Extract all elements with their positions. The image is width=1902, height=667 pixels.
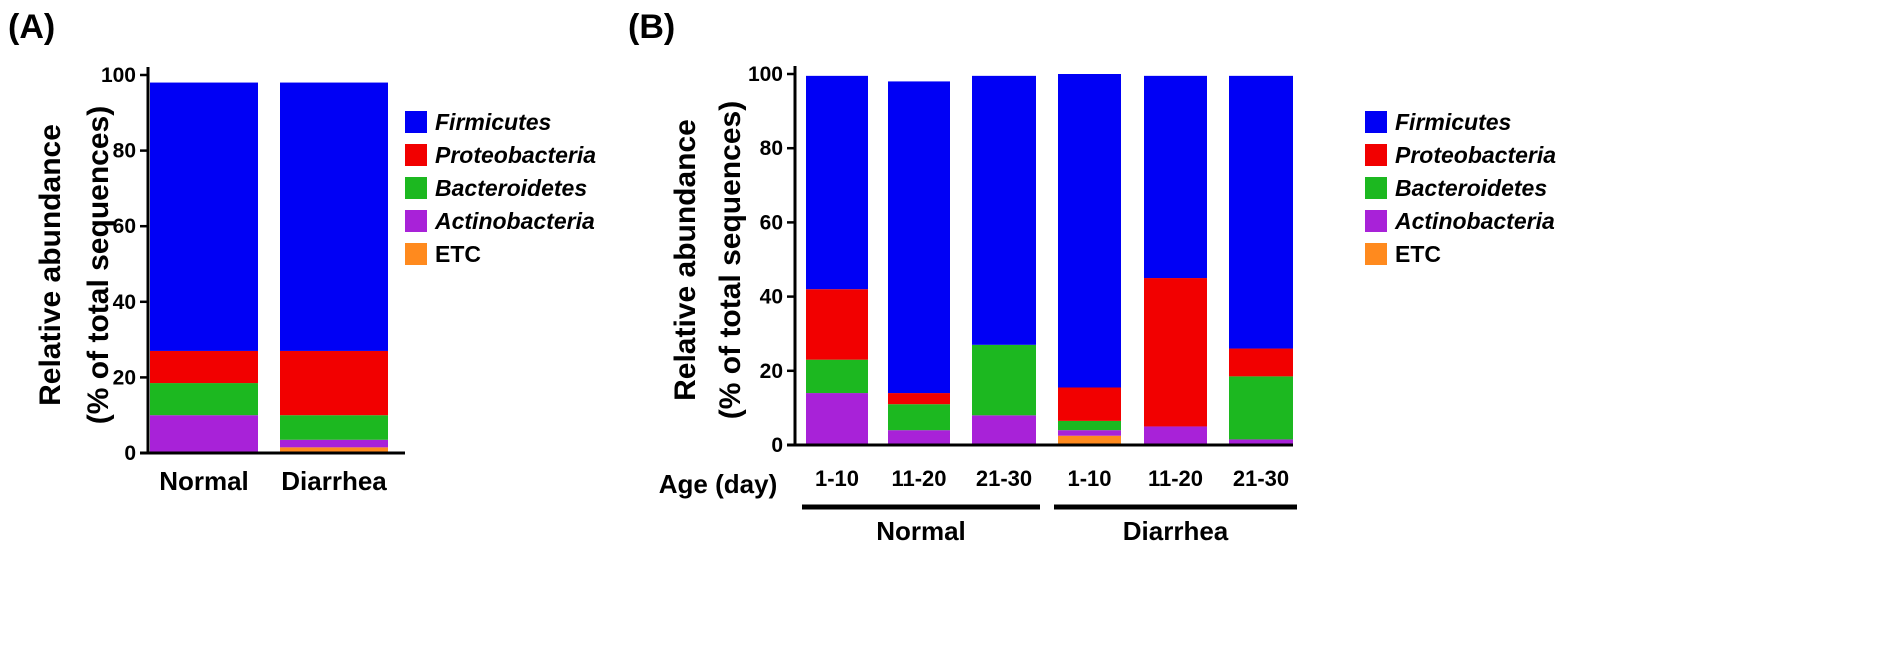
category-label-a-1: Normal [159,466,249,496]
legend-swatch-b-proteobacteria [1365,144,1387,166]
category-label-b-4: 1-10 [1067,466,1111,491]
bar-a-2-etc [280,447,388,453]
y-tick-label-b-20: 20 [760,360,783,383]
category-label-b-6: 21-30 [1233,466,1289,491]
bar-a-1-actinobacteria [150,415,258,453]
legend-swatch-b-etc [1365,243,1387,265]
y-tick-label-b-60: 60 [760,211,783,234]
bar-b-2-proteobacteria [888,393,950,405]
y-axis-title-line1-b: Relative abundance [669,119,702,401]
y-tick-label-a-20: 20 [113,366,136,389]
bar-b-1-bacteroidetes [806,359,868,394]
y-tick-label-b-80: 80 [760,137,783,160]
y-tick-label-a-40: 40 [113,291,136,314]
legend-label-a-actinobacteria: Actinobacteria [434,208,595,234]
y-axis-title-line1-a: Relative abundance [34,124,67,406]
bar-b-1-firmicutes [806,75,868,290]
bar-b-6-bacteroidetes [1229,376,1293,440]
y-tick-label-b-100: 100 [748,63,783,86]
bar-a-2-proteobacteria [280,350,388,416]
y-tick-label-a-80: 80 [113,140,136,163]
panel-label-a: (A) [8,8,55,46]
bar-b-5-firmicutes [1144,75,1207,279]
bar-a-1-firmicutes [150,82,258,351]
bar-b-2-actinobacteria [888,430,950,445]
bar-a-1-bacteroidetes [150,383,258,416]
bar-b-4-proteobacteria [1058,387,1121,421]
bar-b-4-etc [1058,435,1121,445]
bar-b-6-proteobacteria [1229,348,1293,377]
category-label-a-2: Diarrhea [281,466,387,496]
legend-label-a-firmicutes: Firmicutes [435,109,551,135]
panel-label-b: (B) [628,8,675,46]
group-label-normal: Normal [876,516,966,546]
legend-label-b-actinobacteria: Actinobacteria [1394,208,1555,234]
legend-label-b-proteobacteria: Proteobacteria [1395,142,1556,168]
legend-swatch-b-firmicutes [1365,111,1387,133]
y-tick-label-b-40: 40 [760,286,783,309]
bar-b-3-firmicutes [972,75,1036,345]
legend-swatch-a-bacteroidetes [405,177,427,199]
y-tick-label-a-100: 100 [101,64,136,87]
bar-b-5-proteobacteria [1144,278,1207,427]
legend-label-b-etc: ETC [1395,241,1441,267]
legend-swatch-a-etc [405,243,427,265]
bar-b-5-actinobacteria [1144,426,1207,445]
bar-b-6-firmicutes [1229,75,1293,349]
legend-label-b-bacteroidetes: Bacteroidetes [1395,175,1547,201]
bar-b-3-bacteroidetes [972,344,1036,416]
bar-a-1-proteobacteria [150,350,258,384]
legend-label-a-proteobacteria: Proteobacteria [435,142,596,168]
bar-b-1-proteobacteria [806,289,868,360]
bar-b-4-bacteroidetes [1058,420,1121,431]
legend-swatch-a-actinobacteria [405,210,427,232]
panel-a: (A) 0 20 40 60 80 100 Relative abundance (% of t… [8,8,596,496]
y-tick-label-a-0: 0 [124,442,136,465]
y-tick-label-b-0: 0 [771,434,783,457]
legend-swatch-b-actinobacteria [1365,210,1387,232]
panel-b: (B) 0 20 40 60 80 100 Relative abundance (% of t… [628,8,1556,546]
legend-label-b-firmicutes: Firmicutes [1395,109,1511,135]
y-axis-title-line2-a: (% of total sequences) [82,106,115,424]
bar-b-4-actinobacteria [1058,430,1121,436]
y-tick-label-a-60: 60 [113,215,136,238]
bar-a-2-firmicutes [280,82,388,351]
y-axis-title-line2-b: (% of total sequences) [714,101,747,419]
bar-a-2-actinobacteria [280,439,388,448]
bar-b-2-bacteroidetes [888,404,950,431]
category-label-b-2: 11-20 [891,466,946,491]
bar-b-1-actinobacteria [806,393,868,445]
category-label-b-3: 21-30 [976,466,1032,491]
x-axis-title-b: Age (day) [659,469,777,499]
legend-swatch-a-proteobacteria [405,144,427,166]
legend-swatch-a-firmicutes [405,111,427,133]
bar-b-4-firmicutes [1058,74,1121,388]
bar-b-2-firmicutes [888,81,950,394]
category-label-b-5: 11-20 [1148,466,1203,491]
legend-swatch-b-bacteroidetes [1365,177,1387,199]
bar-b-6-actinobacteria [1229,439,1293,445]
bar-b-3-actinobacteria [972,415,1036,445]
legend-label-a-bacteroidetes: Bacteroidetes [435,175,587,201]
bar-a-2-bacteroidetes [280,415,388,440]
group-label-diarrhea: Diarrhea [1123,516,1229,546]
legend-label-a-etc: ETC [435,241,481,267]
category-label-b-1: 1-10 [815,466,859,491]
